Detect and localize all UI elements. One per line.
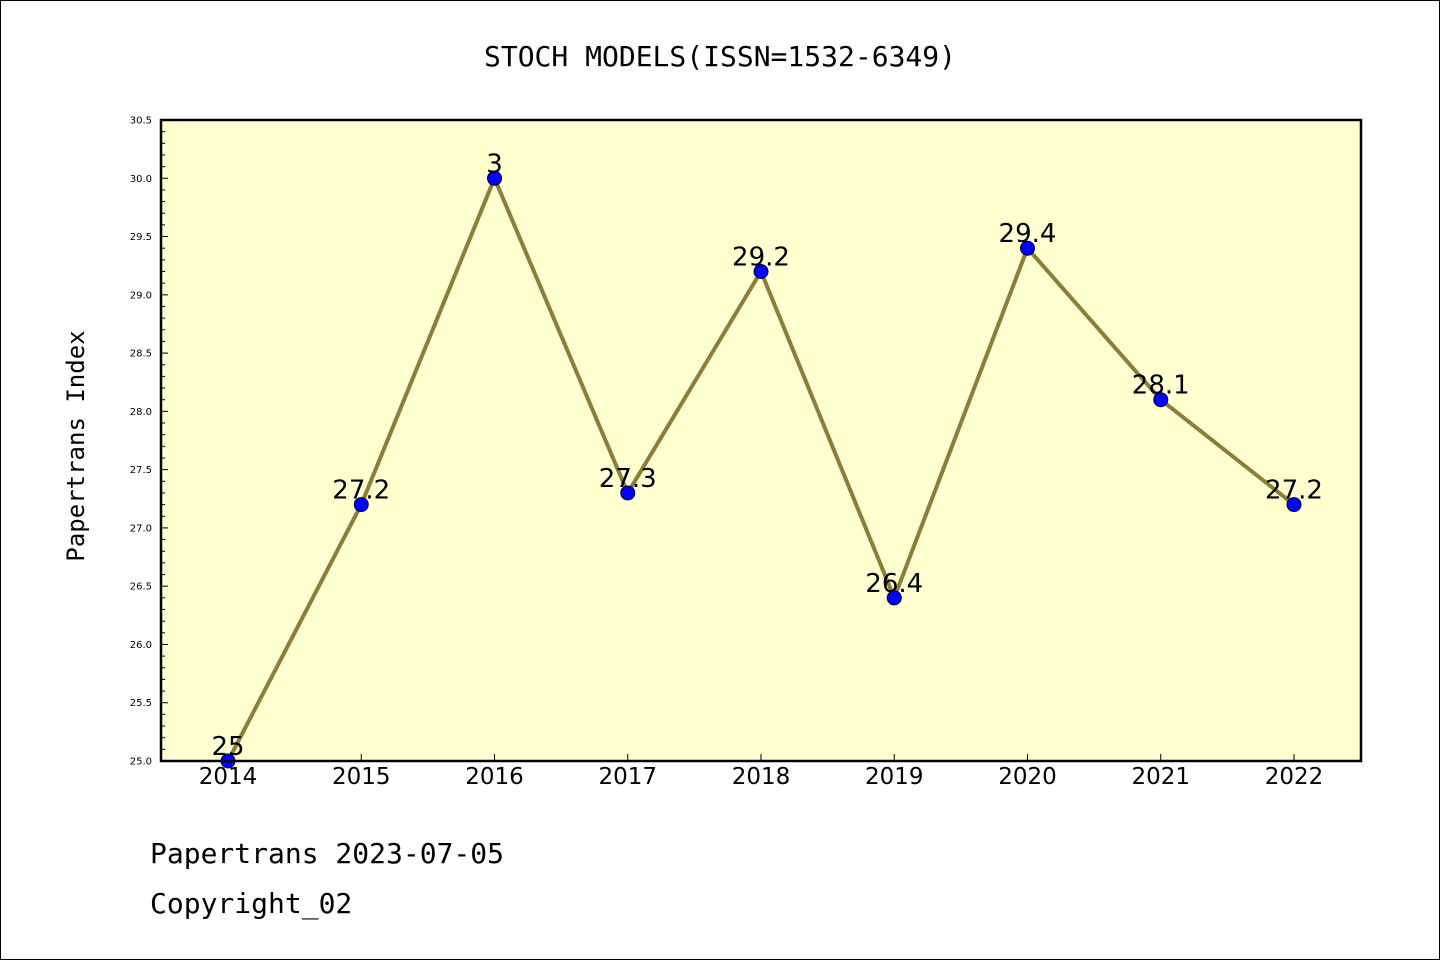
data-point xyxy=(1153,392,1169,408)
data-point xyxy=(487,170,502,186)
x-tick-label: 2020 xyxy=(998,764,1057,790)
data-label: 3 xyxy=(486,149,503,179)
series-group: 25 27.2 3 27.3 29.2 26.4 29.4 28.1 27.2 xyxy=(211,149,1323,769)
y-tick-label: 26.0 xyxy=(130,640,152,651)
x-axis: 2014 2015 2016 2017 2018 2019 2020 2021 2022 xyxy=(199,754,1324,790)
data-label: 27.2 xyxy=(332,476,390,506)
data-point xyxy=(753,264,769,280)
x-tick-label: 2016 xyxy=(465,764,524,790)
x-tick-label: 2019 xyxy=(865,764,924,790)
x-tick-label: 2022 xyxy=(1265,764,1324,790)
x-tick-label: 2021 xyxy=(1131,764,1190,790)
y-tick-label: 30.0 xyxy=(130,174,152,185)
y-tick-label: 27.0 xyxy=(130,523,152,534)
data-label: 27.3 xyxy=(599,464,657,494)
chart-title: STOCH MODELS(ISSN=1532-6349) xyxy=(484,40,956,73)
y-tick-label: 28.0 xyxy=(130,407,152,418)
data-point xyxy=(886,590,902,606)
x-tick-label: 2015 xyxy=(332,764,391,790)
data-label: 28.1 xyxy=(1132,371,1190,401)
data-label: 26.4 xyxy=(865,569,923,599)
plot-area xyxy=(161,120,1361,761)
data-label: 29.4 xyxy=(999,219,1057,249)
data-point xyxy=(1020,240,1035,256)
plot-border xyxy=(159,118,1363,763)
y-tick-label: 28.5 xyxy=(130,349,152,360)
data-point xyxy=(620,485,636,501)
x-tick-label: 2017 xyxy=(598,764,657,790)
y-tick-label: 27.5 xyxy=(130,465,152,476)
footer-copyright: Copyright_02 xyxy=(150,887,352,921)
y-tick-label: 29.5 xyxy=(130,232,152,243)
y-tick-label: 26.5 xyxy=(130,582,152,593)
data-label: 29.2 xyxy=(732,243,790,273)
data-label: 25 xyxy=(211,732,244,762)
x-tick-label: 2018 xyxy=(732,764,791,790)
data-point xyxy=(353,497,369,513)
data-point xyxy=(1286,497,1302,513)
y-tick-label: 25.5 xyxy=(130,698,152,709)
y-axis-label: Papertrans Index xyxy=(62,330,90,561)
y-tick-label: 25.0 xyxy=(130,757,152,768)
y-tick-label: 30.5 xyxy=(130,116,152,127)
y-tick-label: 29.0 xyxy=(130,290,152,301)
data-label: 27.2 xyxy=(1265,476,1323,506)
footer-date: Papertrans 2023-07-05 xyxy=(150,837,504,870)
